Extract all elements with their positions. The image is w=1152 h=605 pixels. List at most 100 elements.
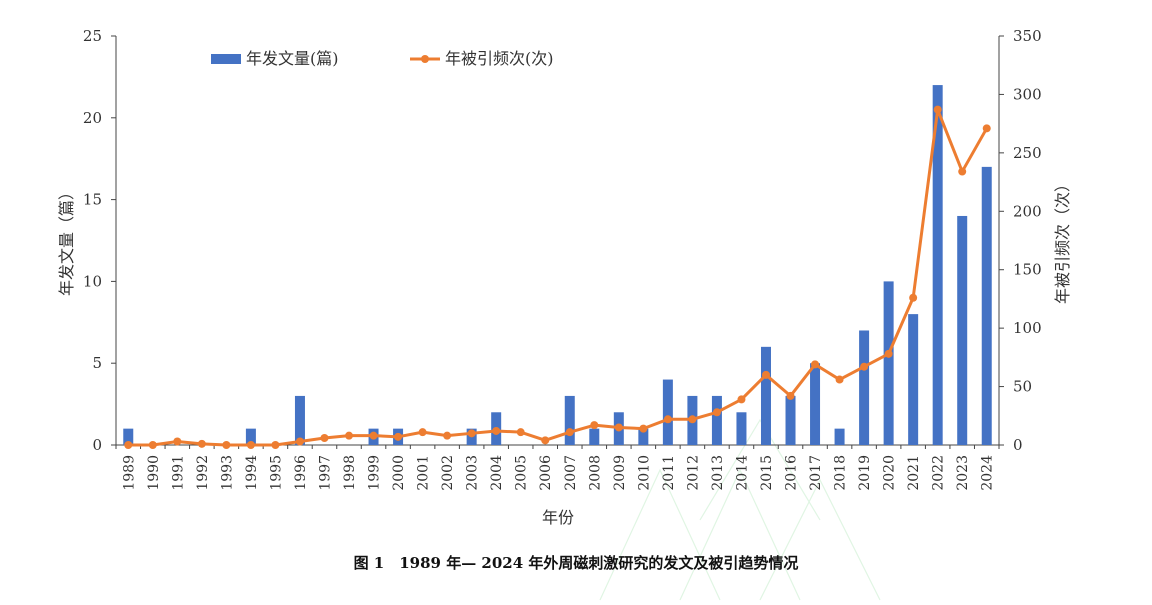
x-tick-label: 2002	[440, 455, 456, 491]
line-point	[467, 429, 476, 438]
bar	[245, 428, 256, 445]
x-tick-label: 1990	[146, 455, 162, 491]
x-tick-label: 2014	[734, 455, 750, 491]
bar	[859, 330, 870, 445]
bar	[589, 428, 600, 445]
bar	[834, 428, 845, 445]
line-point	[369, 431, 378, 440]
x-tick-label: 1992	[195, 455, 211, 491]
left-tick-label: 5	[92, 354, 102, 372]
line-point	[246, 441, 255, 449]
legend-bar-swatch	[211, 54, 241, 64]
watermark	[599, 418, 881, 601]
left-tick-label: 15	[83, 191, 102, 209]
x-tick-label: 2022	[931, 455, 947, 491]
right-tick-label: 0	[1013, 436, 1023, 454]
x-tick-label: 2013	[710, 455, 726, 491]
right-tick-label: 100	[1013, 319, 1042, 337]
line-point	[541, 436, 550, 445]
right-tick-label: 250	[1013, 144, 1042, 162]
bar	[662, 379, 673, 445]
line-point	[148, 441, 157, 449]
line-point	[737, 395, 746, 404]
right-tick-label: 150	[1013, 261, 1042, 279]
line-point	[516, 428, 525, 437]
legend: 年发文量(篇) 年被引频次(次)	[211, 49, 554, 68]
x-tick-label: 2005	[514, 455, 530, 491]
x-tick-label: 1995	[268, 455, 284, 491]
line-point	[124, 441, 133, 449]
right-tick-label: 50	[1013, 378, 1032, 396]
line-point	[909, 293, 918, 302]
line-point	[565, 428, 574, 437]
bar	[294, 395, 305, 445]
x-tick-label: 1993	[219, 455, 235, 491]
bar	[123, 428, 134, 445]
left-tick-label: 10	[83, 272, 102, 290]
line-point	[933, 105, 942, 114]
x-axis-title: 年份	[542, 508, 574, 527]
line-point	[688, 415, 697, 424]
bar-series	[123, 85, 992, 445]
x-tick-label: 2016	[784, 455, 800, 491]
line-point	[860, 362, 869, 371]
line-point	[295, 437, 304, 446]
y-axis-right-title: 年被引频次（次）	[1053, 176, 1072, 304]
y-axis-left-title: 年发文量（篇）	[57, 184, 76, 296]
bar	[785, 395, 796, 445]
line-point	[222, 441, 231, 449]
line-point	[197, 439, 206, 448]
x-tick-label: 1997	[317, 455, 333, 491]
bar	[736, 412, 747, 445]
x-tick-label: 2011	[661, 455, 677, 491]
x-tick-label: 2004	[489, 455, 505, 491]
x-tick-label: 2018	[833, 455, 849, 491]
left-tick-label: 0	[92, 436, 102, 454]
x-tick-label: 2003	[465, 455, 481, 491]
line-point	[639, 424, 648, 433]
line-point	[590, 421, 599, 430]
line-point	[173, 437, 182, 446]
line-point	[786, 391, 795, 400]
legend-line-marker	[421, 55, 429, 63]
x-tick-label: 2007	[563, 455, 579, 491]
left-tick-label: 20	[83, 109, 102, 127]
line-point	[492, 426, 501, 435]
bar	[981, 166, 992, 445]
bar	[564, 395, 575, 445]
legend-bar-label: 年发文量(篇)	[246, 49, 339, 68]
line-point	[982, 124, 991, 133]
line-point	[271, 441, 280, 449]
bar	[638, 428, 649, 445]
x-tick-label: 1998	[342, 455, 358, 491]
line-point	[418, 428, 427, 437]
x-tick-label: 2021	[906, 455, 922, 491]
bar	[711, 395, 722, 445]
x-tick-label: 2001	[416, 455, 432, 491]
x-tick-label: 1994	[244, 455, 260, 491]
x-tick-label: 2009	[612, 455, 628, 491]
x-tick-label: 2017	[808, 455, 824, 491]
line-point	[811, 360, 820, 369]
x-tick-label: 2010	[636, 455, 652, 491]
line-point	[443, 431, 452, 440]
left-tick-label: 25	[83, 27, 102, 45]
line-point	[884, 349, 893, 358]
x-tick-label: 2012	[685, 455, 701, 491]
x-tick-label: 1996	[293, 455, 309, 491]
right-tick-label: 200	[1013, 202, 1042, 220]
line-point	[835, 375, 844, 384]
x-tick-label: 2024	[980, 455, 996, 491]
right-tick-label: 350	[1013, 27, 1042, 45]
bar	[908, 314, 919, 445]
line-point	[394, 432, 403, 441]
citation-line	[128, 108, 989, 447]
x-tick-label: 1989	[121, 455, 137, 491]
axis-labels: 年发文量（篇） 年被引频次（次） 年份	[57, 176, 1072, 527]
x-tick-label: 1999	[367, 455, 383, 491]
x-tick-label: 1991	[170, 455, 186, 491]
line-series	[124, 105, 991, 449]
x-tick-label: 2023	[955, 455, 971, 491]
